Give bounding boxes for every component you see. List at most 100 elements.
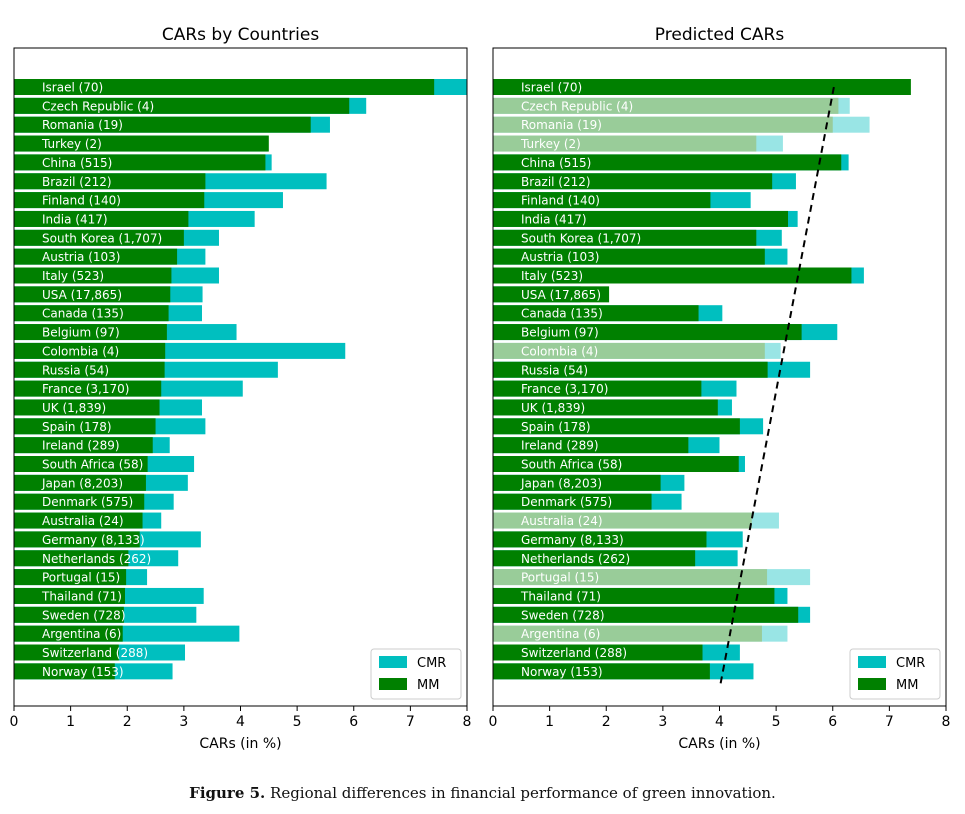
mm-bar (14, 456, 148, 472)
mm-bar (493, 229, 757, 246)
mm-bar (14, 550, 129, 567)
category-label: Colombia (4) (42, 344, 119, 358)
mm-bar (14, 286, 171, 303)
mm-bar (493, 625, 762, 642)
category-label: China (515) (521, 156, 591, 170)
mm-bar (493, 663, 710, 680)
legend: CMR MM (370, 648, 462, 700)
category-label: Switzerland (288) (42, 646, 148, 660)
x-tick-label: 2 (602, 714, 611, 730)
mm-bar (14, 644, 119, 661)
mm-bar (14, 531, 140, 548)
category-label: Switzerland (288) (521, 646, 627, 660)
bar-row: Denmark (575) (14, 493, 174, 510)
mm-bar (493, 79, 911, 95)
category-label: Germany (8,133) (42, 533, 145, 547)
category-label: Argentina (6) (521, 627, 600, 641)
bar-row: Australia (24) (493, 512, 779, 529)
bar-row: Turkey (2) (14, 135, 269, 152)
category-label: South Korea (1,707) (521, 231, 641, 245)
category-label: Israel (70) (521, 81, 582, 95)
x-tick-label: 3 (179, 714, 188, 730)
bar-row: Finland (140) (14, 192, 283, 209)
bar-row: South Korea (1,707) (14, 229, 219, 246)
bar-row: Switzerland (288) (14, 644, 186, 661)
x-tick-label: 8 (942, 714, 951, 730)
legend-swatch (858, 656, 886, 668)
mm-bar (493, 267, 852, 284)
category-label: Colombia (4) (521, 344, 598, 358)
x-tick-label: 5 (293, 714, 302, 730)
mm-bar (493, 210, 789, 227)
mm-bar (493, 248, 765, 265)
legend-swatch (379, 656, 407, 668)
mm-bar (14, 418, 156, 435)
category-label: Australia (24) (42, 514, 124, 528)
bar-row: Norway (153) (493, 663, 754, 680)
category-label: Italy (523) (42, 269, 104, 283)
bar-row: Romania (19) (493, 116, 870, 133)
x-axis-label: CARs (in %) (199, 736, 281, 752)
bar-row: Portugal (15) (493, 569, 811, 586)
bar-row: Switzerland (288) (493, 644, 740, 661)
mm-bar (14, 380, 162, 397)
chart-panel-2: Predicted CARs Israel (70) Czech Republic … (489, 25, 951, 752)
category-label: Russia (54) (521, 363, 588, 377)
bar-row: Italy (523) (493, 267, 864, 284)
legend-label: MM (896, 678, 918, 693)
bar-row: France (3,170) (493, 380, 737, 397)
mm-bar (14, 663, 115, 680)
mm-bar (14, 625, 123, 642)
x-tick-label: 4 (715, 714, 724, 730)
x-tick-label: 1 (545, 714, 554, 730)
bar-row: South Africa (58) (14, 456, 195, 472)
legend-label: MM (417, 678, 439, 693)
category-label: Germany (8,133) (521, 533, 624, 547)
bar-row: Netherlands (262) (493, 550, 738, 567)
bar-row: Germany (8,133) (14, 531, 201, 548)
bar-row: Romania (19) (14, 116, 330, 133)
mm-bar (493, 116, 833, 133)
category-label: Portugal (15) (521, 571, 599, 585)
mm-bar (493, 512, 752, 529)
bar-row: Ireland (289) (14, 437, 170, 454)
category-label: India (417) (521, 212, 587, 226)
legend-label: CMR (896, 656, 925, 671)
category-label: Australia (24) (521, 514, 603, 528)
mm-bar (14, 493, 145, 510)
bar-row: Israel (70) (14, 79, 467, 95)
bar-row: Thailand (71) (493, 587, 788, 604)
category-label: Denmark (575) (521, 495, 612, 509)
mm-bar (14, 361, 165, 378)
category-label: Argentina (6) (42, 627, 121, 641)
bar-row: Ireland (289) (493, 437, 720, 454)
figure-caption-text: Regional differences in financial perfor… (270, 784, 776, 802)
mm-bar (14, 192, 205, 209)
category-label: South Africa (58) (42, 458, 143, 472)
mm-bar (493, 380, 702, 397)
category-label: France (3,170) (42, 382, 129, 396)
category-label: Turkey (2) (41, 137, 102, 151)
bar-row: Austria (103) (14, 248, 206, 265)
chart-panel-1: CARs by Countries Israel (70) Czech Republ… (10, 25, 472, 752)
category-label: France (3,170) (521, 382, 608, 396)
bar-row: Turkey (2) (493, 135, 783, 152)
mm-bar (14, 437, 153, 454)
chart-title: CARs by Countries (162, 25, 319, 45)
bar-row: Argentina (6) (14, 625, 240, 642)
bar-row: UK (1,839) (14, 399, 202, 416)
bar-row: Portugal (15) (14, 569, 148, 586)
category-label: USA (17,865) (521, 288, 601, 302)
bar-row: China (515) (493, 154, 849, 171)
x-tick-label: 3 (658, 714, 667, 730)
category-label: Canada (135) (42, 307, 124, 321)
bar-row: Italy (523) (14, 267, 219, 284)
mm-bar (493, 437, 689, 454)
mm-bar (493, 418, 740, 435)
bar-row: Canada (135) (14, 305, 202, 322)
mm-bar (14, 154, 266, 171)
chart-title: Predicted CARs (655, 25, 785, 45)
category-label: Austria (103) (521, 250, 599, 264)
x-tick-label: 0 (10, 714, 19, 730)
mm-bar (493, 569, 768, 586)
